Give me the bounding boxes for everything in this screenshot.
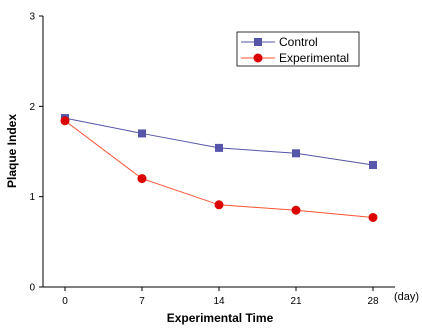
data-point — [60, 116, 70, 126]
x-axis-title: Experimental Time — [167, 311, 274, 325]
axes: 0 1 2 3 0 7 14 21 28 — [29, 12, 395, 307]
data-point — [137, 174, 147, 184]
data-point — [214, 200, 224, 210]
data-point — [368, 212, 378, 222]
series-layer — [60, 114, 378, 222]
legend-marker — [254, 38, 262, 46]
x-tick-label: 21 — [290, 296, 302, 307]
y-tick-label: 3 — [29, 12, 35, 23]
x-tick-label: 28 — [367, 296, 379, 307]
data-point — [369, 161, 377, 170]
y-axis-title: Plaque Index — [5, 114, 19, 188]
y-tick-label: 0 — [29, 283, 35, 294]
legend-item-experimental: Experimental — [241, 51, 349, 65]
series-experimental — [60, 116, 378, 222]
y-tick-label: 1 — [29, 192, 35, 203]
x-tick-label: 0 — [62, 296, 68, 307]
legend-label: Control — [279, 35, 318, 49]
data-point — [138, 129, 146, 138]
data-point — [291, 205, 301, 215]
legend-item-control: Control — [241, 35, 318, 49]
y-tick-label: 2 — [29, 102, 35, 113]
legend: Control Experimental — [236, 31, 360, 67]
x-axis-unit: (day) — [394, 291, 419, 303]
x-tick-label: 7 — [139, 296, 145, 307]
series-line — [64, 117, 374, 166]
data-point — [292, 149, 300, 158]
x-tick-label: 14 — [213, 296, 225, 307]
legend-label: Experimental — [279, 51, 349, 65]
legend-marker — [253, 53, 263, 63]
series-control — [61, 114, 377, 170]
data-point — [215, 143, 223, 152]
